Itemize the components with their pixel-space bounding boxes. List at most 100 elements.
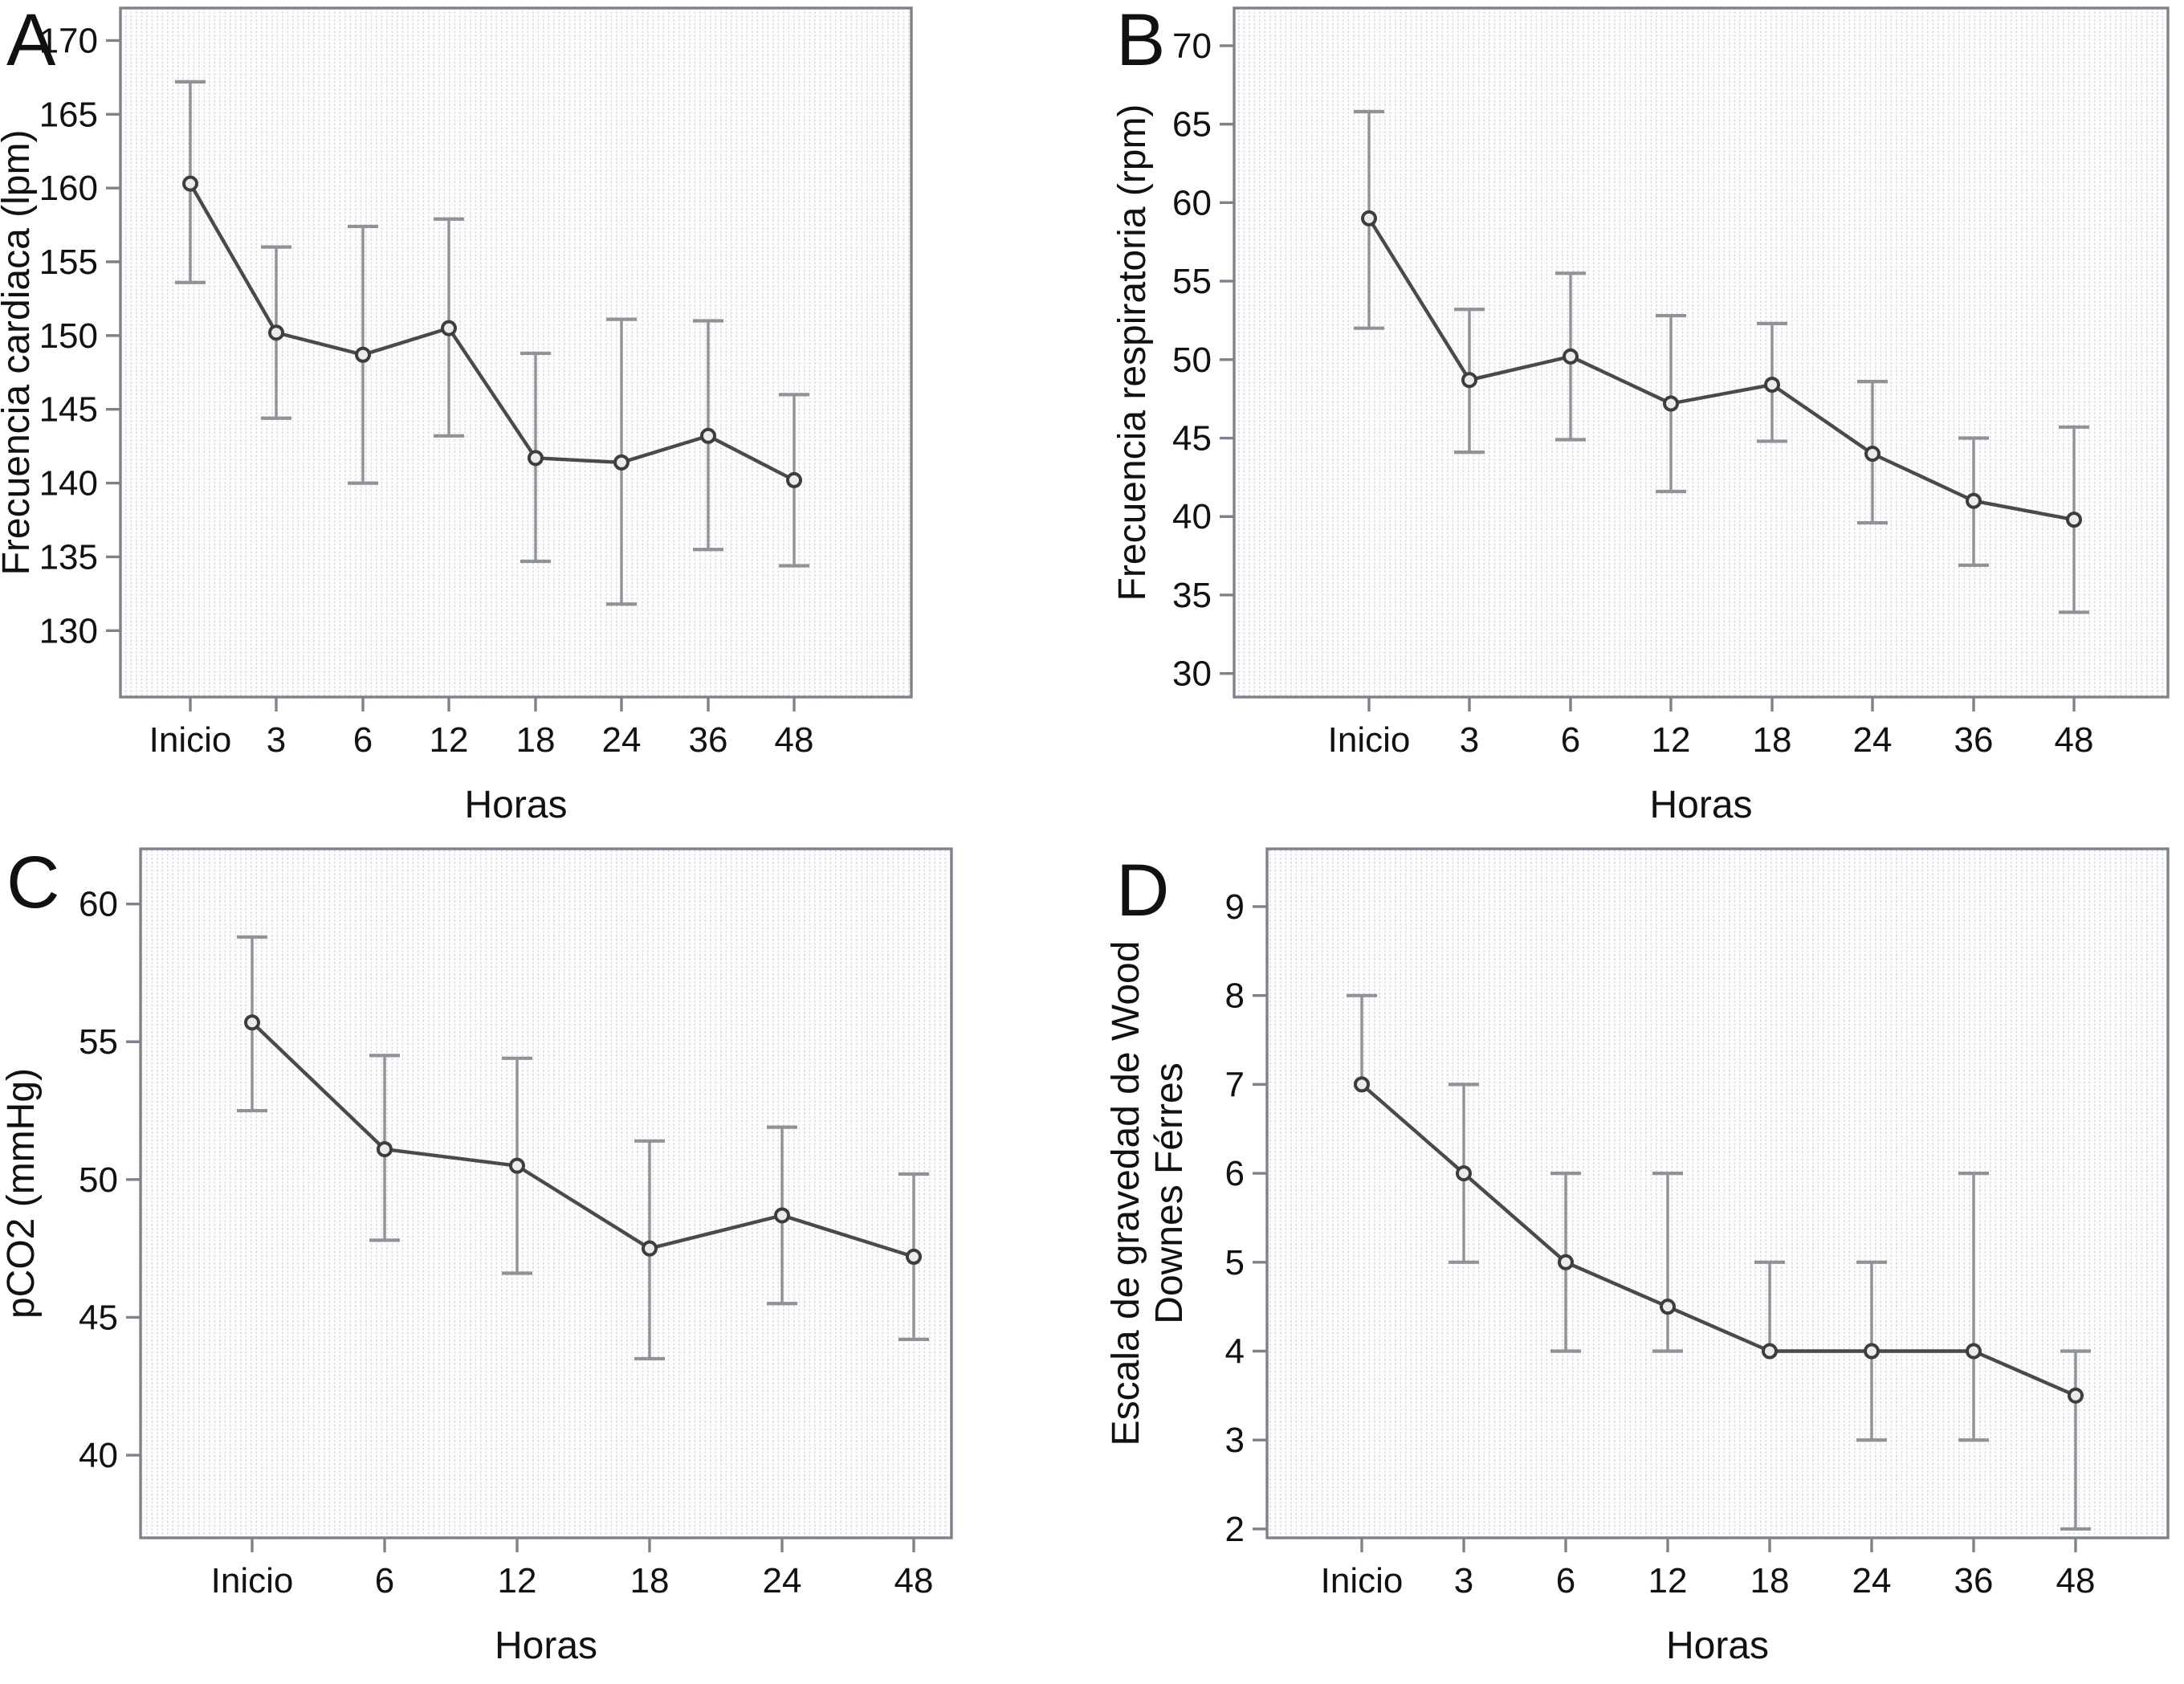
x-tick-label: 18 [1753,720,1792,760]
x-tick-label: 18 [630,1561,670,1600]
markers [1361,210,2082,528]
data-point-marker [528,450,544,467]
plot-texture [1267,849,2168,1538]
data-point-marker [441,320,457,336]
x-tick-label: 3 [267,720,286,760]
y-axis-title: pCO2 (mmHg) [0,1068,43,1319]
data-point-marker [1966,1343,1982,1360]
plot-frame [139,847,953,1539]
x-axis-title: Horas [495,1625,597,1667]
plot-texture [141,849,951,1538]
y-tick-label: 40 [1172,497,1212,536]
x-tick-label: Inicio [211,1561,294,1600]
data-point-marker [1966,492,1982,509]
y-axis-title-line: Downes Férres [1148,1062,1191,1323]
data-point-marker [1764,377,1780,393]
chart-pco2: 40 45 50 55 60 Inicio 6 12 18 24 48 pCO2 (mmHg) Hora… [0,847,953,1667]
panel-letter-a: A [6,0,56,81]
data-point-marker [509,1157,525,1174]
x-tick-label: 24 [602,720,642,760]
x-tick-label: 36 [1954,720,1994,760]
plot-frame [119,6,913,699]
y-tick-label: 50 [79,1160,118,1200]
x-tick-label: 3 [1454,1561,1473,1600]
y-tick-label: 70 [1172,27,1212,66]
y-tick-label: 65 [1172,105,1212,145]
data-point-marker [1663,395,1679,412]
data-point-marker [2066,512,2082,528]
data-point-marker [613,454,630,471]
plot-texture [1234,8,2168,697]
x-tick-label: Inicio [1321,1561,1404,1600]
x-axis-title: Horas [1666,1625,1769,1667]
data-point-marker [1456,1165,1472,1182]
y-tick-label: 9 [1225,887,1245,927]
series-line [1367,217,2075,522]
x-tick-label: 6 [1556,1561,1575,1600]
y-axis-title: Frecuencia cardiaca (lpm) [0,130,38,576]
y-tick-label: 45 [79,1298,118,1337]
y-tick-label: 150 [39,316,98,356]
y-tick-label: 7 [1225,1065,1245,1104]
y-tick-label: 4 [1225,1332,1245,1372]
data-point-marker [377,1141,393,1158]
data-point-marker [1558,1254,1574,1270]
data-point-marker [1660,1299,1676,1315]
x-tick-label: 12 [1652,720,1691,760]
x-tick-label: 3 [1460,720,1479,760]
x-axis-title: Horas [1649,784,1752,826]
x-axis: Inicio 3 6 12 18 24 36 48 [149,697,814,760]
y-tick-label: 2 [1225,1510,1245,1549]
panel-d: D 2 3 4 5 6 7 8 9 Inicio 3 6 12 18 24 36 48 Escala de gr… [1092,842,2184,1684]
plot-frame [1233,6,2170,699]
x-tick-label: 48 [775,720,814,760]
y-axis-title-line: pCO2 (mmHg) [0,1068,43,1319]
x-axis-title: Horas [464,784,567,826]
y-tick-label: 3 [1225,1421,1245,1460]
data-point-marker [1563,348,1579,365]
x-tick-label: 6 [375,1561,394,1600]
y-tick-label: 45 [1172,419,1212,459]
x-tick-label: 12 [498,1561,537,1600]
y-axis-title-line: Frecuencia respiratoria (rpm) [1111,104,1154,601]
y-tick-label: 50 [1172,340,1212,380]
y-tick-label: 130 [39,611,98,650]
data-point-marker [906,1248,922,1265]
y-tick-label: 40 [79,1436,118,1475]
data-point-marker [1864,446,1880,463]
x-tick-label: 18 [1750,1561,1790,1600]
y-tick-label: 160 [39,169,98,208]
y-tick-label: 60 [1172,183,1212,222]
series-line [1360,1083,2076,1397]
markers [1354,1076,2084,1404]
markers [244,1014,922,1265]
x-tick-label: 6 [353,720,373,760]
y-axis: 2 3 4 5 6 7 8 9 [1225,887,1267,1549]
x-tick-label: 36 [689,720,728,760]
y-axis-title: Frecuencia respiratoria (rpm) [1111,104,1154,601]
x-tick-label: 6 [1561,720,1580,760]
x-tick-label: 36 [1954,1561,1994,1600]
x-tick-label: Inicio [149,720,232,760]
y-tick-label: 135 [39,537,98,577]
x-tick-label: 24 [1852,1561,1892,1600]
panel-b: B 30 35 40 45 50 55 60 65 70 Inicio 3 6 12 18 24 36 48 Fr… [1092,0,2184,842]
panel-a: A 130 135 140 145 150 155 160 165 170 Inicio 3 6 12 1… [0,0,1092,842]
y-axis-title-line: Escala de gravedad de Wood [1105,941,1147,1446]
y-tick-label: 145 [39,390,98,430]
plot-texture [120,8,911,697]
y-tick-label: 5 [1225,1243,1245,1282]
y-axis: 30 35 40 45 50 55 60 65 70 [1172,27,1234,694]
x-tick-label: Inicio [1328,720,1411,760]
data-point-marker [774,1207,790,1224]
series-line [251,1021,915,1259]
data-point-marker [1762,1343,1778,1360]
data-point-marker [2068,1387,2084,1404]
y-tick-label: 35 [1172,576,1212,615]
x-tick-label: 12 [1648,1561,1688,1600]
x-tick-label: 48 [2055,720,2094,760]
